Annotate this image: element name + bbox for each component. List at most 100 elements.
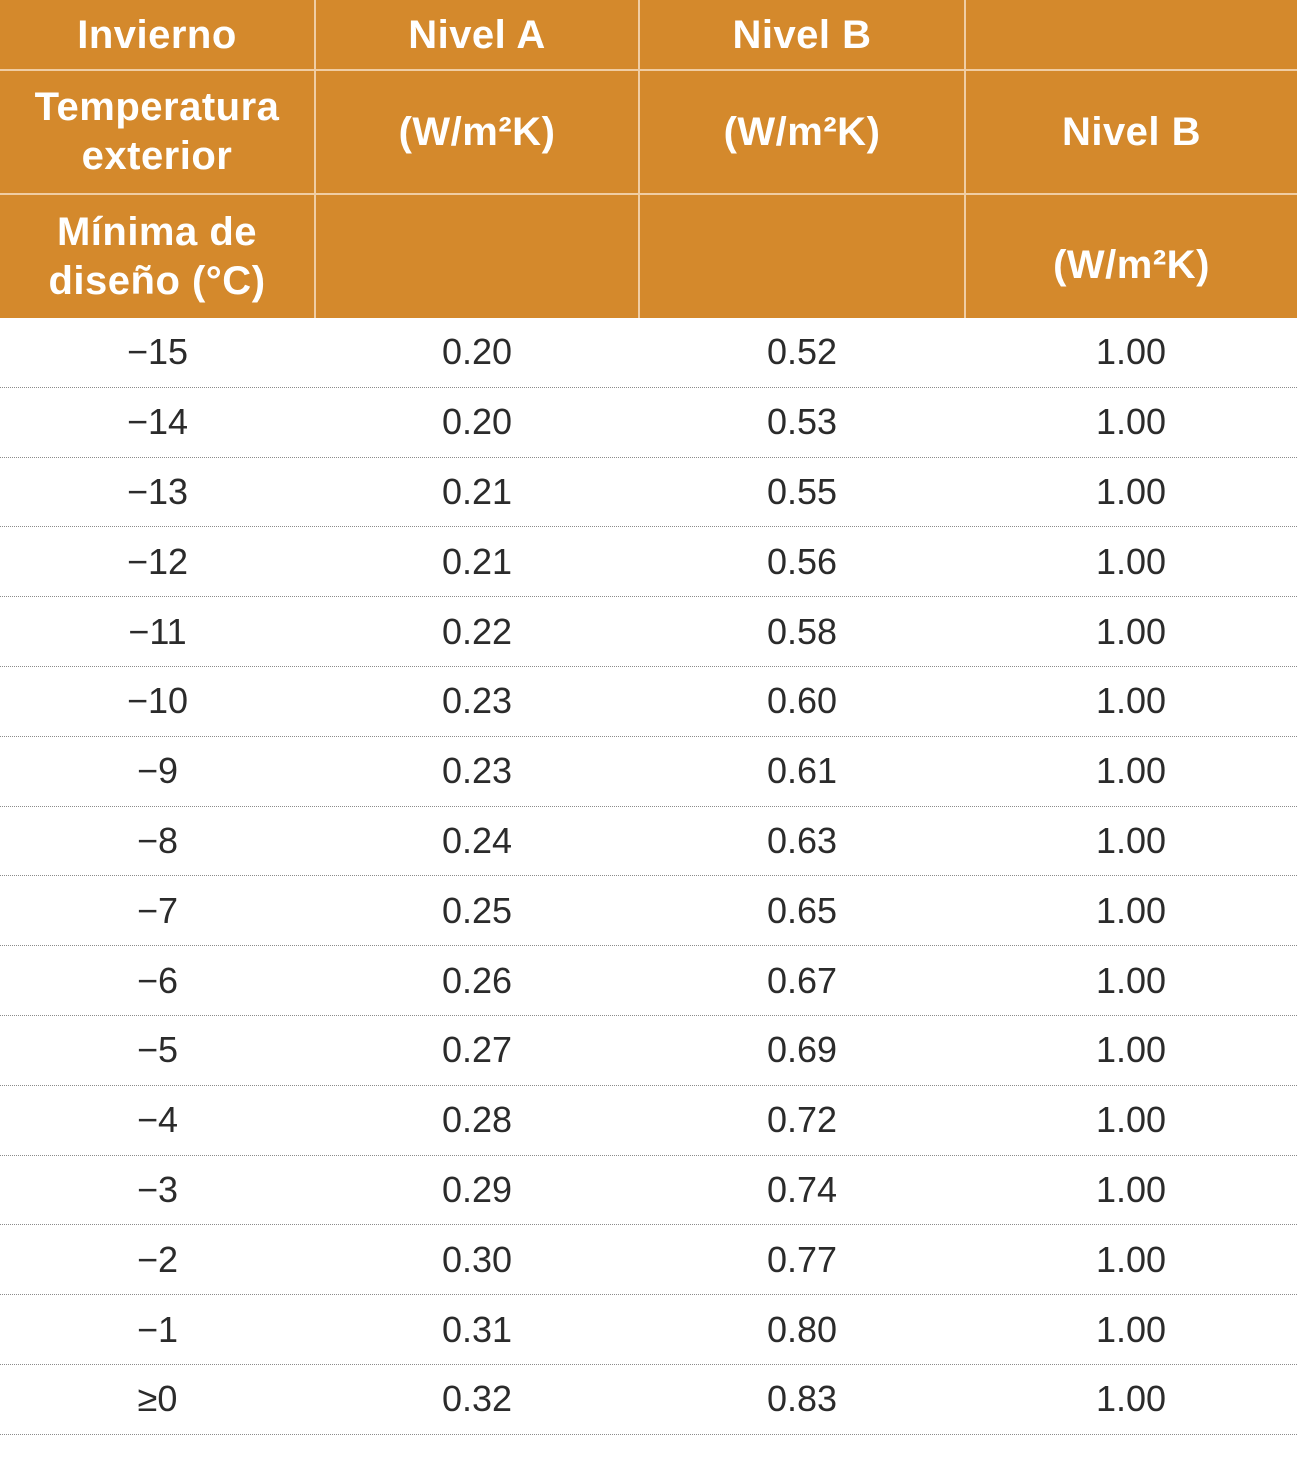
cell-nivel-a: 0.21 — [441, 540, 513, 582]
header-minima-diseno: Mínima de diseño (°C) — [0, 195, 314, 318]
header-nivel-b: Nivel B — [732, 12, 872, 57]
cell-nivel-b: 0.55 — [766, 470, 838, 512]
cell-nivel-a: 0.25 — [441, 889, 513, 931]
cell-nivel-a: 0.28 — [441, 1099, 513, 1141]
cell-temperature: −11 — [128, 610, 187, 652]
header-divider — [964, 0, 966, 318]
cell-nivel-b: 0.69 — [766, 1029, 838, 1071]
cell-nivel-b-2: 1.00 — [1095, 540, 1167, 582]
cell-nivel-b: 0.74 — [766, 1168, 838, 1210]
table-row: −8 0.24 0.63 1.00 — [0, 807, 1297, 877]
cell-nivel-b: 0.77 — [766, 1238, 838, 1280]
header-empty-b — [640, 195, 964, 318]
table-row: −9 0.23 0.61 1.00 — [0, 737, 1297, 807]
cell-temperature: −6 — [136, 959, 179, 1001]
table-row: −2 0.30 0.77 1.00 — [0, 1225, 1297, 1296]
cell-temperature: −13 — [126, 470, 189, 512]
cell-temperature: −7 — [136, 889, 179, 931]
cell-nivel-b-2: 1.00 — [1095, 1168, 1167, 1210]
cell-nivel-a: 0.24 — [441, 819, 513, 861]
header-divider — [314, 0, 316, 318]
cell-temperature: −9 — [136, 750, 179, 792]
cell-temperature: −1 — [136, 1308, 179, 1350]
cell-temperature: −4 — [136, 1099, 179, 1141]
cell-nivel-b: 0.52 — [766, 331, 838, 373]
cell-nivel-b: 0.58 — [766, 610, 838, 652]
cell-nivel-a: 0.22 — [441, 610, 513, 652]
cell-temperature: −12 — [126, 540, 189, 582]
cell-temperature: −5 — [136, 1029, 179, 1071]
table-row: −3 0.29 0.74 1.00 — [0, 1156, 1297, 1226]
cell-nivel-b-2: 1.00 — [1095, 401, 1167, 443]
cell-nivel-b: 0.60 — [766, 680, 838, 722]
header-invierno: Invierno — [77, 12, 237, 57]
cell-nivel-b-2: 1.00 — [1095, 1029, 1167, 1071]
cell-nivel-b-2: 1.00 — [1095, 470, 1167, 512]
header-unit-a: (W/m²K) — [398, 109, 556, 154]
cell-nivel-a: 0.20 — [441, 331, 513, 373]
cell-temperature: ≥0 — [137, 1378, 178, 1420]
header-divider — [0, 69, 1297, 71]
table-row: −12 0.21 0.56 1.00 — [0, 527, 1297, 598]
cell-nivel-b: 0.63 — [766, 819, 838, 861]
cell-nivel-b: 0.83 — [766, 1378, 838, 1420]
header-nivel-a: Nivel A — [408, 12, 546, 57]
header-divider — [0, 193, 1297, 195]
cell-nivel-b-2: 1.00 — [1095, 331, 1167, 373]
cell-nivel-b-2: 1.00 — [1095, 610, 1167, 652]
cell-nivel-b: 0.80 — [766, 1308, 838, 1350]
header-empty — [966, 0, 1297, 70]
cell-temperature: −10 — [126, 680, 189, 722]
table-row: −1 0.31 0.80 1.00 — [0, 1295, 1297, 1365]
table-row: −14 0.20 0.53 1.00 — [0, 388, 1297, 458]
header-unit-b-2: (W/m²K) — [1053, 242, 1210, 287]
cell-nivel-b-2: 1.00 — [1095, 1238, 1167, 1280]
cell-nivel-a: 0.30 — [441, 1238, 513, 1280]
cell-nivel-b: 0.72 — [766, 1099, 838, 1141]
table-row: −6 0.26 0.67 1.00 — [0, 946, 1297, 1016]
cell-nivel-a: 0.23 — [441, 750, 513, 792]
cell-temperature: −3 — [136, 1168, 179, 1210]
table-row: −15 0.20 0.52 1.00 — [0, 318, 1297, 388]
cell-nivel-a: 0.27 — [441, 1029, 513, 1071]
cell-nivel-b-2: 1.00 — [1095, 1308, 1167, 1350]
header-minima-line2: diseño (°C) — [48, 258, 266, 303]
cell-nivel-b-2: 1.00 — [1095, 680, 1167, 722]
cell-nivel-a: 0.20 — [441, 401, 513, 443]
header-empty-a — [316, 195, 638, 318]
cell-nivel-b-2: 1.00 — [1095, 1378, 1167, 1420]
table-row: −11 0.22 0.58 1.00 — [0, 597, 1297, 667]
table-row: −7 0.25 0.65 1.00 — [0, 876, 1297, 947]
cell-nivel-b: 0.56 — [766, 540, 838, 582]
header-temperatura-line1: Temperatura — [34, 85, 280, 129]
cell-nivel-a: 0.32 — [441, 1378, 513, 1420]
cell-temperature: −14 — [126, 401, 189, 443]
cell-nivel-b-2: 1.00 — [1095, 1099, 1167, 1141]
table-header: Invierno Nivel A Nivel B Temperatura ext… — [0, 0, 1297, 318]
table-row: −4 0.28 0.72 1.00 — [0, 1086, 1297, 1156]
cell-nivel-a: 0.31 — [441, 1308, 513, 1350]
table-body: −15 0.20 0.52 1.00 −14 0.20 0.53 1.00 −1… — [0, 318, 1297, 1435]
cell-nivel-a: 0.29 — [441, 1168, 513, 1210]
header-temperatura-line2: exterior — [81, 134, 233, 178]
table-row: −10 0.23 0.60 1.00 — [0, 667, 1297, 737]
cell-temperature: −8 — [136, 819, 179, 861]
cell-nivel-b-2: 1.00 — [1095, 959, 1167, 1001]
cell-nivel-a: 0.23 — [441, 680, 513, 722]
table-row: −5 0.27 0.69 1.00 — [0, 1016, 1297, 1086]
cell-nivel-b-2: 1.00 — [1095, 819, 1167, 861]
table-row: −13 0.21 0.55 1.00 — [0, 458, 1297, 528]
cell-nivel-a: 0.26 — [441, 959, 513, 1001]
header-temperatura-exterior: Temperatura exterior — [0, 71, 314, 193]
cell-nivel-b-2: 1.00 — [1095, 750, 1167, 792]
header-nivel-b-2: Nivel B — [1061, 109, 1202, 154]
cell-nivel-a: 0.21 — [441, 470, 513, 512]
header-minima-line1: Mínima de — [56, 209, 258, 254]
cell-temperature: −2 — [136, 1238, 179, 1280]
header-unit-b: (W/m²K) — [723, 109, 881, 154]
cell-nivel-b: 0.67 — [766, 959, 838, 1001]
cell-nivel-b-2: 1.00 — [1095, 889, 1167, 931]
cell-nivel-b: 0.53 — [766, 401, 838, 443]
cell-temperature: −15 — [126, 331, 189, 373]
